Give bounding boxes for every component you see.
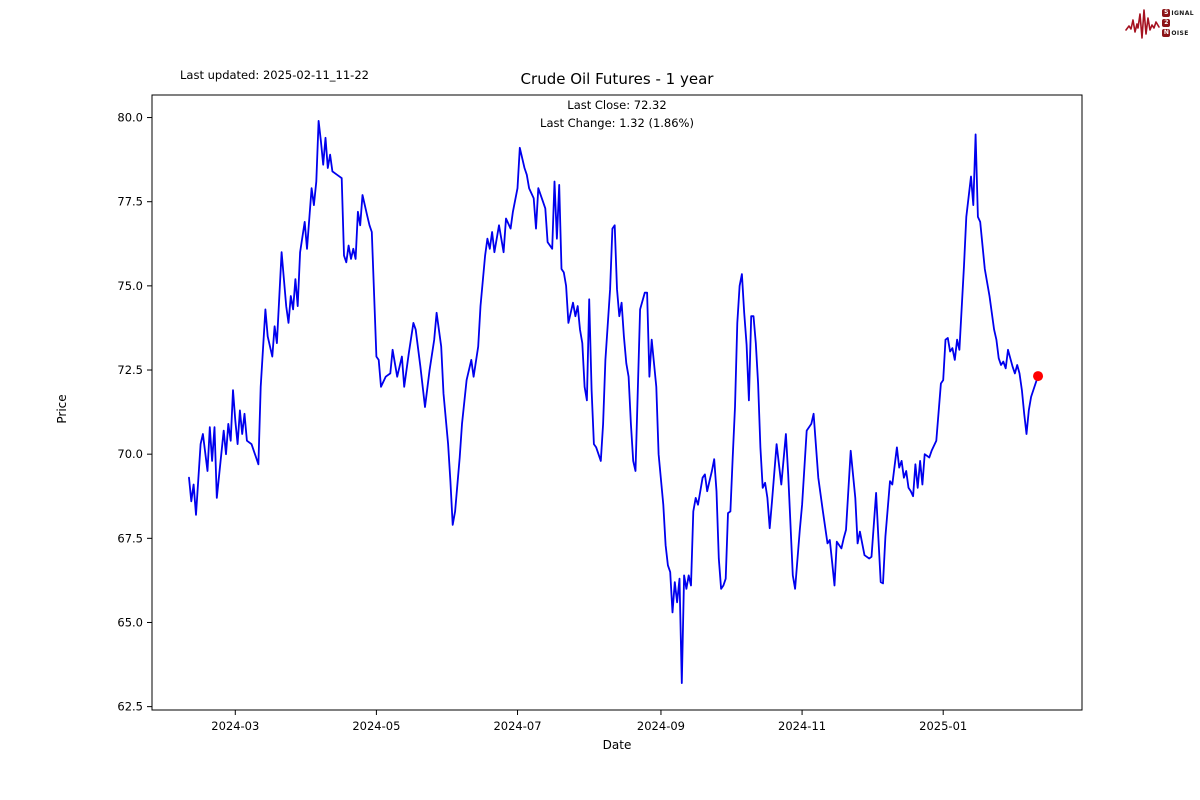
logo-letterbox-n: N [1162, 29, 1171, 37]
x-tick-label: 2024-03 [211, 719, 259, 733]
y-tick-label: 75.0 [117, 279, 143, 293]
signal2noise-logo: S IGNAL 2 N OISE [1125, 3, 1194, 43]
logo-text: S IGNAL 2 N OISE [1162, 9, 1194, 38]
last-close-line: Last Close: 72.32 [567, 98, 667, 112]
y-tick-label: 80.0 [117, 111, 143, 125]
chart-title: Crude Oil Futures - 1 year [520, 70, 714, 88]
logo-word-signal: IGNAL [1171, 9, 1194, 17]
logo-word-noise: OISE [1171, 29, 1189, 37]
last-change-line: Last Change: 1.32 (1.86%) [540, 116, 694, 130]
y-tick-label: 70.0 [117, 447, 143, 461]
logo-letterbox-2: 2 [1162, 19, 1171, 27]
y-tick-label: 65.0 [117, 615, 143, 629]
x-tick-label: 2024-07 [493, 719, 541, 733]
price-line [188, 120, 1039, 684]
logo-row-noise: N OISE [1162, 29, 1194, 38]
last-close-annotation: Last Close: 72.32 Last Change: 1.32 (1.8… [152, 96, 1082, 132]
x-tick-label: 2024-09 [637, 719, 685, 733]
logo-letterbox-s: S [1162, 9, 1171, 17]
logo-row-signal: S IGNAL [1162, 9, 1194, 18]
x-tick-label: 2024-05 [352, 719, 400, 733]
x-tick-label: 2024-11 [778, 719, 826, 733]
y-axis-label: Price [55, 394, 69, 424]
last-updated-text: Last updated: 2025-02-11_11-22 [180, 68, 369, 82]
axes-frame [151, 94, 1083, 711]
y-tick-label: 77.5 [117, 195, 143, 209]
y-tick-label: 62.5 [117, 700, 143, 714]
y-tick-label: 67.5 [117, 531, 143, 545]
last-price-marker [1033, 371, 1044, 382]
y-tick-label: 72.5 [117, 363, 143, 377]
x-tick-label: 2025-01 [919, 719, 967, 733]
waveform-icon [1125, 9, 1161, 39]
x-axis-label: Date [602, 738, 632, 752]
logo-row-2: 2 [1162, 19, 1194, 28]
